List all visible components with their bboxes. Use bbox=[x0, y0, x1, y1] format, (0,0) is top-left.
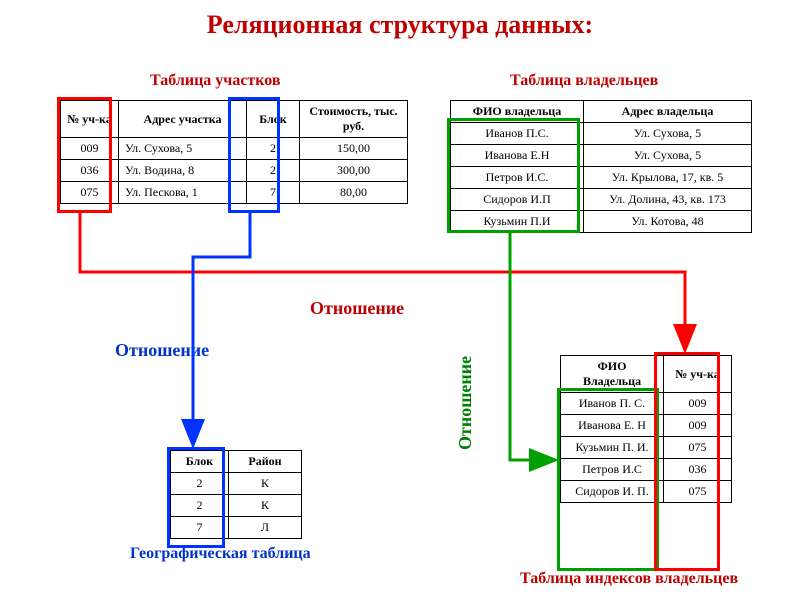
index-subtitle: Таблица индексов владельцев bbox=[520, 570, 738, 588]
plots-h0: № уч-ка bbox=[61, 101, 119, 138]
table-row: 2К bbox=[171, 473, 302, 495]
plots-h3: Стоимость, тыс. руб. bbox=[300, 101, 408, 138]
geo-subtitle: Географическая таблица bbox=[130, 545, 311, 563]
table-row: 009 Ул. Сухова, 5 2 150,00 bbox=[61, 138, 408, 160]
table-row: Петров И.С036 bbox=[561, 459, 732, 481]
table-row: 036 Ул. Водина, 8 2 300,00 bbox=[61, 160, 408, 182]
index-h0: ФИО Владельца bbox=[561, 356, 664, 393]
table-row: Сидоров И.ПУл. Долина, 43, кв. 173 bbox=[451, 189, 752, 211]
owners-subtitle: Таблица владельцев bbox=[510, 72, 658, 90]
plots-h1: Адрес участка bbox=[119, 101, 247, 138]
table-row: Иванова Е.НУл. Сухова, 5 bbox=[451, 145, 752, 167]
relation-label-blue: Отношение bbox=[115, 340, 209, 361]
table-row: 2К bbox=[171, 495, 302, 517]
relation-label-red: Отношение bbox=[310, 298, 404, 319]
table-row: 7Л bbox=[171, 517, 302, 539]
table-row: Кузьмин П. И.075 bbox=[561, 437, 732, 459]
relation-label-green: Отношение bbox=[455, 356, 476, 450]
index-table: ФИО Владельца № уч-ка Иванов П. С.009 Ив… bbox=[560, 355, 732, 503]
owners-table: ФИО владельца Адрес владельца Иванов П.С… bbox=[450, 100, 752, 233]
table-row: Иванов П.С.Ул. Сухова, 5 bbox=[451, 123, 752, 145]
table-row: 075 Ул. Пескова, 1 7 80,00 bbox=[61, 182, 408, 204]
geo-table: Блок Район 2К 2К 7Л bbox=[170, 450, 302, 539]
plots-subtitle: Таблица участков bbox=[150, 72, 281, 90]
plots-h2: Блок bbox=[247, 101, 300, 138]
table-row: Сидоров И. П.075 bbox=[561, 481, 732, 503]
table-row: Кузьмин П.ИУл. Котова, 48 bbox=[451, 211, 752, 233]
owners-h0: ФИО владельца bbox=[451, 101, 584, 123]
index-h1: № уч-ка bbox=[664, 356, 732, 393]
geo-h0: Блок bbox=[171, 451, 229, 473]
page-title: Реляционная структура данных: bbox=[0, 10, 800, 40]
table-row: Иванов П. С.009 bbox=[561, 393, 732, 415]
table-row: Петров И.С.Ул. Крылова, 17, кв. 5 bbox=[451, 167, 752, 189]
geo-h1: Район bbox=[229, 451, 302, 473]
plots-table: № уч-ка Адрес участка Блок Стоимость, ты… bbox=[60, 100, 408, 204]
table-row: Иванова Е. Н009 bbox=[561, 415, 732, 437]
owners-h1: Адрес владельца bbox=[584, 101, 752, 123]
